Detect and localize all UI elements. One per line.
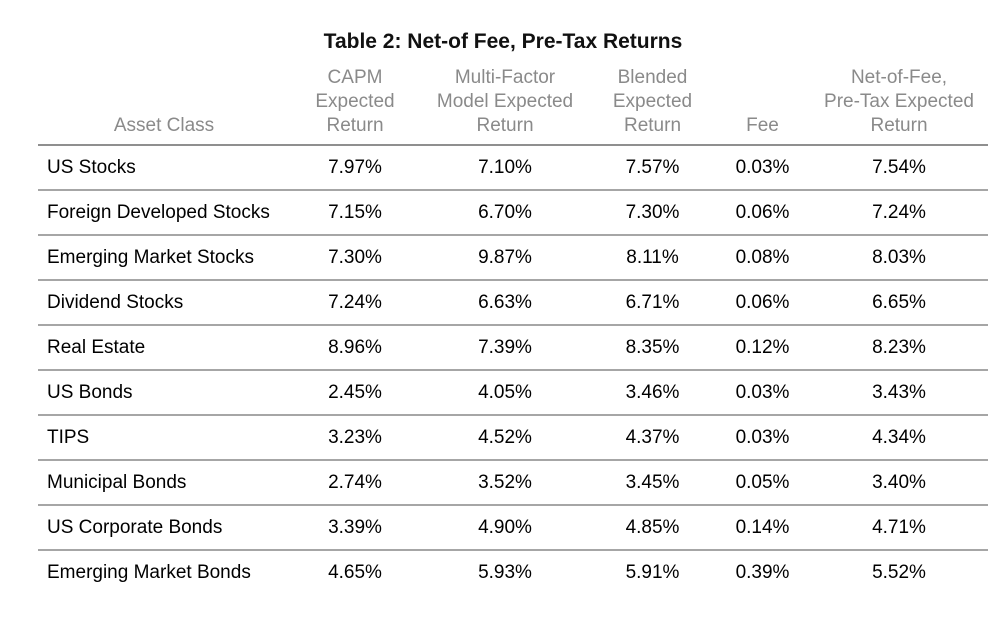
cell-blended-expected-return: 4.37% [590,415,715,461]
cell-net-of-fee-pre-tax-expected-return: 7.24% [810,190,988,236]
cell-fee: 0.14% [715,505,810,551]
table-row: TIPS 3.23% 4.52% 4.37% 0.03% 4.34% [38,415,988,461]
cell-multi-factor-model-expected-return: 7.39% [420,325,590,371]
cell-capm-expected-return: 2.74% [290,460,420,506]
cell-blended-expected-return: 3.45% [590,460,715,506]
table-row: Emerging Market Stocks 7.30% 9.87% 8.11% 0.0… [38,235,988,281]
cell-capm-expected-return: 7.24% [290,280,420,326]
cell-asset-class: US Bonds [38,370,290,416]
cell-capm-expected-return: 7.15% [290,190,420,236]
cell-capm-expected-return: 8.96% [290,325,420,371]
cell-asset-class: Emerging Market Bonds [47,561,251,583]
table-row: Dividend Stocks 7.24% 6.63% 6.71% 0.06% 6.65% [38,280,988,326]
cell-capm-expected-return: 3.23% [290,415,420,461]
cell-net-of-fee-pre-tax-expected-return: 4.34% [810,415,988,461]
cell-blended-expected-return: 7.57% [590,145,715,191]
cell-fee: 0.08% [715,235,810,281]
cell-fee: 0.03% [715,415,810,461]
cell-capm-expected-return: 3.39% [290,505,420,551]
table-header-row: Asset Class CAPM Expected Return Multi-Fac… [38,56,988,146]
cell-asset-class: Dividend Stocks [38,280,290,326]
column-header-fee: Fee [715,56,810,146]
table-row: US Corporate Bonds 3.39% 4.90% 4.85% 0.14% 4.… [38,505,988,551]
cell-net-of-fee-pre-tax-expected-return: 8.23% [810,325,988,371]
table-row: Municipal Bonds 2.74% 3.52% 3.45% 0.05% 3.40% [38,460,988,506]
cell-blended-expected-return: 6.71% [590,280,715,326]
table-row: US Stocks 7.97% 7.10% 7.57% 0.03% 7.54% [38,145,988,191]
table-row: Real Estate 8.96% 7.39% 8.35% 0.12% 8.23% [38,325,988,371]
cell-asset-class: US Corporate Bonds [38,505,290,551]
column-header-asset-class: Asset Class [38,56,290,146]
table-row: Emerging Market Bonds 4.65% 5.93% 5.91% 0.39… [38,550,988,594]
cell-asset-class: Emerging Market Stocks [38,235,290,281]
cell-multi-factor-model-expected-return: 5.93% [478,561,532,583]
cell-blended-expected-return: 7.30% [590,190,715,236]
cell-multi-factor-model-expected-return: 7.10% [420,145,590,191]
cell-asset-class: US Stocks [38,145,290,191]
table-title: Table 2: Net-of Fee, Pre-Tax Returns [323,30,683,53]
cell-multi-factor-model-expected-return: 4.52% [420,415,590,461]
column-header-blended-expected-return: Blended Expected Return [590,56,715,146]
cell-net-of-fee-pre-tax-expected-return: 5.52% [872,561,926,583]
cell-blended-expected-return: 5.91% [625,561,680,583]
cell-capm-expected-return: 7.97% [290,145,420,191]
cell-capm-expected-return: 2.45% [290,370,420,416]
cell-blended-expected-return: 8.11% [590,235,715,281]
column-header-net-of-fee-pre-tax-expected-return: Net-of-Fee, Pre-Tax Expected Return [810,56,988,146]
cell-multi-factor-model-expected-return: 6.63% [420,280,590,326]
cell-blended-expected-return: 8.35% [590,325,715,371]
cell-fee: 0.39% [735,561,790,583]
cell-multi-factor-model-expected-return: 9.87% [420,235,590,281]
cell-fee: 0.03% [715,145,810,191]
cell-net-of-fee-pre-tax-expected-return: 6.65% [810,280,988,326]
column-header-multi-factor-model-expected-return: Multi-Factor Model Expected Return [420,56,590,146]
returns-table: Asset Class CAPM Expected Return Multi-Fac… [38,56,988,594]
cell-capm-expected-return: 4.65% [328,561,382,583]
cell-net-of-fee-pre-tax-expected-return: 7.54% [810,145,988,191]
cell-fee: 0.03% [715,370,810,416]
table-row: US Bonds 2.45% 4.05% 3.46% 0.03% 3.43% [38,370,988,416]
column-header-capm-expected-return: CAPM Expected Return [290,56,420,146]
cell-asset-class: TIPS [38,415,290,461]
cell-fee: 0.06% [715,190,810,236]
cell-net-of-fee-pre-tax-expected-return: 3.40% [810,460,988,506]
cell-net-of-fee-pre-tax-expected-return: 3.43% [810,370,988,416]
cell-blended-expected-return: 3.46% [590,370,715,416]
cell-fee: 0.06% [715,280,810,326]
cell-asset-class: Municipal Bonds [38,460,290,506]
cell-fee: 0.12% [715,325,810,371]
cell-multi-factor-model-expected-return: 3.52% [420,460,590,506]
cell-blended-expected-return: 4.85% [590,505,715,551]
cell-multi-factor-model-expected-return: 6.70% [420,190,590,236]
cell-multi-factor-model-expected-return: 4.90% [420,505,590,551]
cell-multi-factor-model-expected-return: 4.05% [420,370,590,416]
cell-net-of-fee-pre-tax-expected-return: 4.71% [810,505,988,551]
cell-fee: 0.05% [715,460,810,506]
table-row: Foreign Developed Stocks 7.15% 6.70% 7.30% 0… [38,190,988,236]
cell-asset-class: Real Estate [38,325,290,371]
cell-capm-expected-return: 7.30% [290,235,420,281]
table-body: US Stocks 7.97% 7.10% 7.57% 0.03% 7.54% Foreig… [38,145,988,594]
cell-asset-class: Foreign Developed Stocks [38,190,290,236]
cell-net-of-fee-pre-tax-expected-return: 8.03% [810,235,988,281]
